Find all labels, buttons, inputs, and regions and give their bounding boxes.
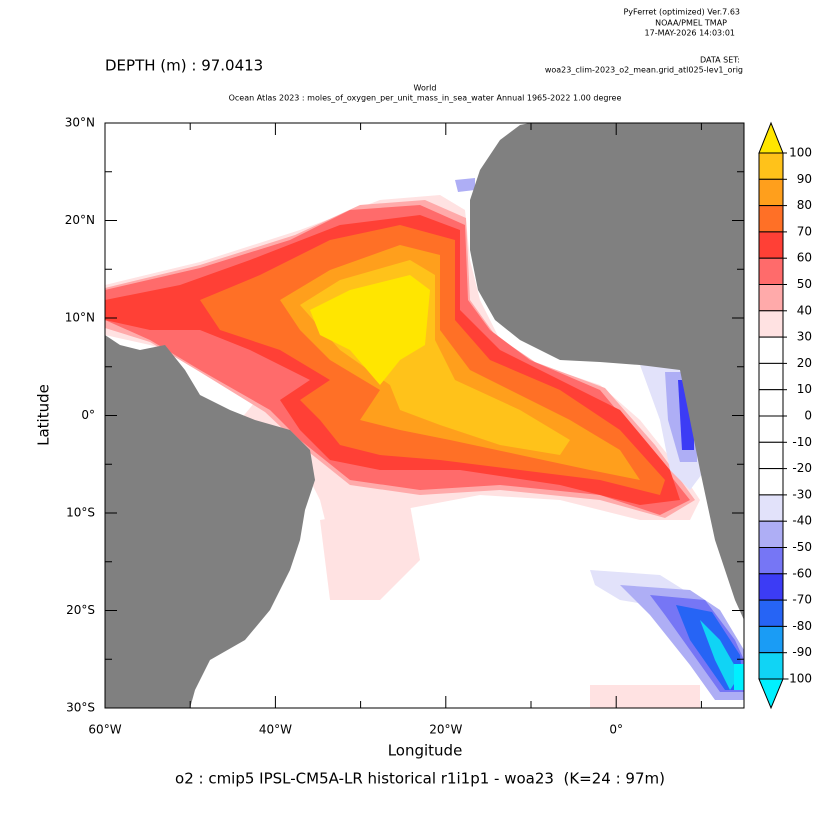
colorbar-label: 90 <box>797 172 812 186</box>
caption: o2 : cmip5 IPSL-CM5A-LR historical r1i1p… <box>175 770 665 788</box>
colorbar-label: -80 <box>792 619 812 633</box>
colorbar-label: 50 <box>797 277 812 291</box>
colorbar-box <box>758 468 784 496</box>
colorbar-label: 40 <box>797 303 812 317</box>
colorbar-label: 30 <box>797 330 812 344</box>
colorbar-label: -40 <box>792 514 812 528</box>
field-region <box>320 505 420 600</box>
colorbar-label: -60 <box>792 566 812 580</box>
colorbar-label: -10 <box>792 435 812 449</box>
x-tick-label: 40°W <box>259 723 292 737</box>
land <box>470 123 744 620</box>
colorbar-label: -70 <box>792 593 812 607</box>
colorbar-label: 10 <box>797 382 812 396</box>
field-region <box>590 685 700 708</box>
colorbar-box <box>758 231 784 259</box>
colorbar-label: -20 <box>792 461 812 475</box>
land <box>105 335 315 708</box>
x-tick-label: 60°W <box>88 723 121 737</box>
colorbar-box <box>758 415 784 443</box>
depth: DEPTH (m) : 97.0413 <box>105 57 263 75</box>
colorbar-box <box>758 599 784 627</box>
y-tick-label: 30°N <box>65 116 95 130</box>
y-tick-label: 30°S <box>66 701 95 715</box>
colorbar-extend <box>758 678 784 710</box>
x-tick-label: 20°W <box>429 723 462 737</box>
y-tick-label: 10°S <box>66 506 95 520</box>
colorbar-box <box>758 520 784 549</box>
colorbar-label: 80 <box>797 198 812 212</box>
y-tick-label: 20°S <box>66 603 95 617</box>
y-axis-label: Latitude <box>35 384 53 446</box>
colorbar-label: -90 <box>792 645 812 659</box>
y-tick-label: 0° <box>81 408 95 422</box>
colorbar-box <box>758 441 784 470</box>
colorbar-label: -30 <box>792 487 812 501</box>
colorbar-label: 70 <box>797 224 812 238</box>
colorbar-box <box>758 389 784 417</box>
field-region <box>310 275 430 385</box>
field-region <box>734 664 744 690</box>
dataset: woa23_clim-2023_o2_mean.grid_atl025-lev1… <box>545 66 743 75</box>
colorbar-label: 20 <box>797 356 812 370</box>
field-region <box>455 178 475 192</box>
colorbar-box <box>758 336 784 364</box>
colorbar-box <box>758 494 784 522</box>
program: PyFerret (optimized) Ver.7.63 <box>623 8 740 17</box>
colorbar-extend <box>758 121 784 154</box>
colorbar-box <box>758 310 784 338</box>
colorbar-box <box>758 362 784 391</box>
colorbar-box <box>758 178 784 207</box>
colorbar-box <box>758 284 784 312</box>
x-tick-label: 0° <box>609 723 623 737</box>
colorbar-box <box>758 573 784 601</box>
colorbar-box <box>758 547 784 575</box>
timestamp: 17-MAY-2026 14:03:01 <box>645 29 735 38</box>
colorbar-label: 100 <box>789 146 812 160</box>
field-region <box>700 620 740 690</box>
colorbar-label: -50 <box>792 540 812 554</box>
colorbar-box <box>758 152 784 180</box>
colorbar-box <box>758 652 784 680</box>
colorbar-label: 60 <box>797 251 812 265</box>
y-tick-label: 10°N <box>65 311 95 325</box>
y-tick-label: 20°N <box>65 213 95 227</box>
institution: NOAA/PMEL TMAP <box>655 19 727 28</box>
colorbar-label: -100 <box>785 672 812 686</box>
x-axis-label: Longitude <box>388 742 463 760</box>
colorbar-label: 0 <box>804 409 812 423</box>
dataset-label: DATA SET: <box>700 56 740 65</box>
title-line: Ocean Atlas 2023 : moles_of_oxygen_per_u… <box>229 94 622 103</box>
colorbar-box <box>758 257 784 286</box>
title-line: World <box>414 84 437 93</box>
colorbar-box <box>758 625 784 654</box>
colorbar-box <box>758 205 784 233</box>
